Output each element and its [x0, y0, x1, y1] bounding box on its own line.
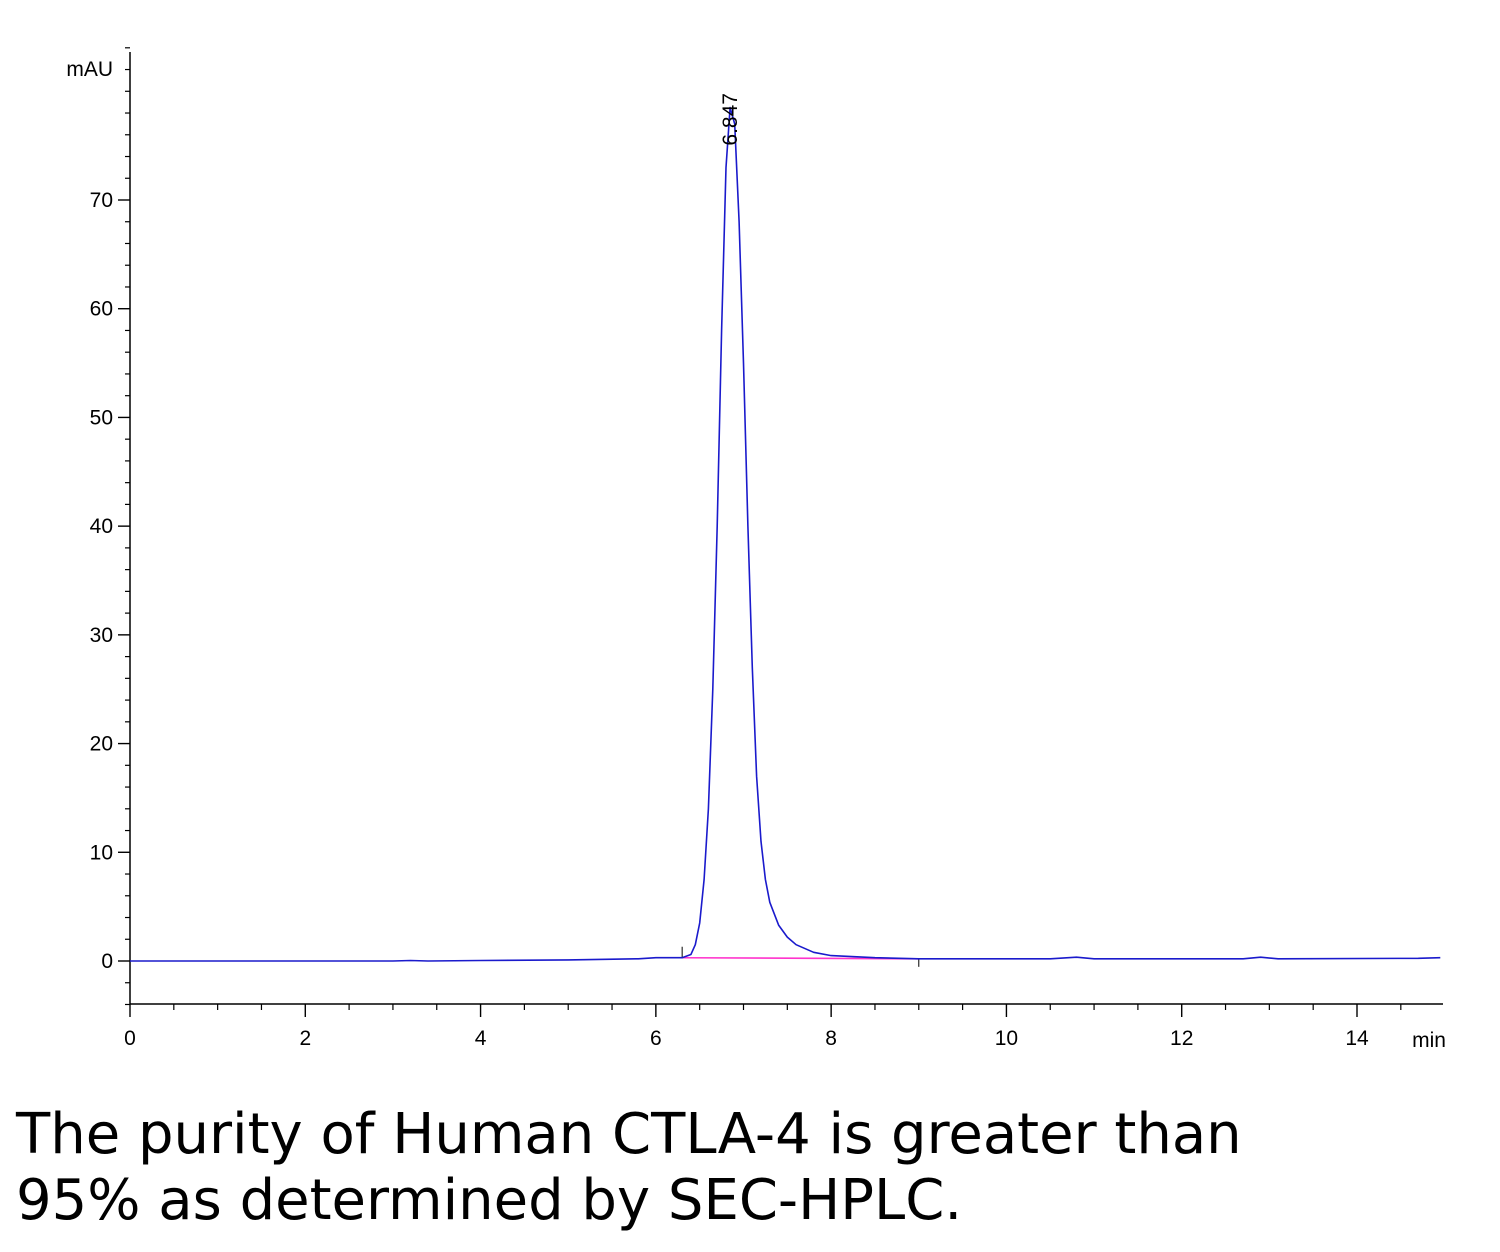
signal-trace-0	[130, 106, 1441, 962]
integration-baseline	[682, 956, 919, 960]
x-axis: 0 2 4 6 8 10 12 14	[124, 1003, 1443, 1050]
x-tick-label: 12	[1170, 1027, 1193, 1050]
y-axis-label: mAU	[66, 58, 113, 81]
peak-label: 6.847	[719, 93, 742, 146]
plot-area	[130, 106, 1441, 967]
y-tick-label: 20	[90, 733, 113, 756]
x-tick-label: 14	[1345, 1027, 1369, 1050]
caption-line-1: The purity of Human CTLA-4 is greater th…	[16, 1102, 1242, 1167]
y-tick-label: 10	[90, 841, 113, 864]
caption: The purity of Human CTLA-4 is greater th…	[16, 1102, 1476, 1234]
x-axis-label: min	[1412, 1029, 1446, 1052]
y-tick-label: 0	[101, 950, 113, 973]
y-tick-label: 60	[90, 298, 113, 321]
y-tick-label: 70	[90, 189, 113, 212]
x-tick-label: 8	[825, 1027, 837, 1050]
y-tick-label: 40	[90, 515, 113, 538]
x-tick-label: 4	[475, 1027, 487, 1050]
y-tick-label: 30	[90, 624, 113, 647]
x-tick-label: 2	[299, 1027, 311, 1050]
chromatogram-chart: 0 10 20 30 40 50 60 70 0 2 4 6 8 10 12 14 mAU min 6.84…	[66, 47, 1446, 1052]
x-tick-label: 6	[650, 1027, 662, 1050]
caption-line-2: 95% as determined by SEC-HPLC.	[16, 1168, 963, 1233]
y-axis: 0 10 20 30 40 50 60 70	[90, 47, 131, 1006]
x-tick-label: 0	[124, 1027, 136, 1050]
y-tick-label: 50	[90, 406, 113, 429]
x-tick-label: 10	[995, 1027, 1018, 1050]
